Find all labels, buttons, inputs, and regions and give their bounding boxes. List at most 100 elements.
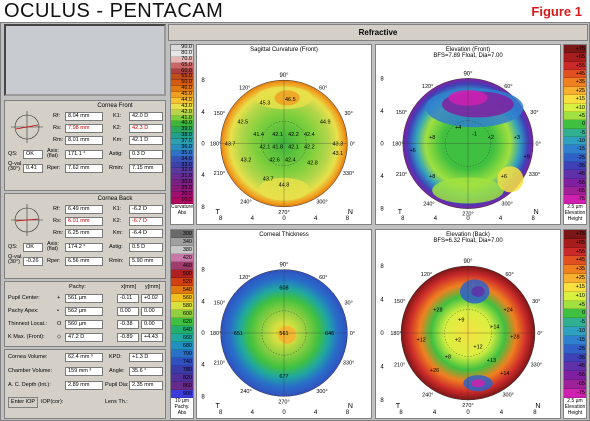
x-tick-label: 0 <box>282 410 286 416</box>
map-value-label: 677 <box>279 374 288 380</box>
scale-value: 45.0 <box>171 91 193 98</box>
angle-label-90: 90° <box>463 259 473 265</box>
x-col-header: x[mm] <box>121 284 136 290</box>
angle-label-120: 120° <box>239 275 250 281</box>
pachy-panel: Pachy: x[mm] y[mm] Pupil Center: +561 µm -… <box>4 281 166 347</box>
scale-value: 80.0 <box>171 50 193 57</box>
scale-value: 39.0 <box>171 126 193 134</box>
angle-label-210: 210° <box>394 362 405 368</box>
qs-label: QS: <box>8 151 18 157</box>
angle-label-0: 0° <box>350 142 355 148</box>
qs-field: OK <box>23 243 43 252</box>
map-value-label: 43.3 <box>332 142 343 148</box>
angle-label-0: 0° <box>536 142 541 148</box>
temporal-marker: T <box>215 403 220 410</box>
map-value-label: 43.2 <box>241 157 252 163</box>
map-value-label: 561 <box>279 331 288 337</box>
thickness-scale[interactable]: 300 340 380 420 460 500 520 540 560 580 600 620 640 6… <box>170 229 194 419</box>
k1-field: -6.2 D <box>129 205 163 214</box>
angle-label-150: 150° <box>214 300 225 306</box>
y-tick-label: 0 <box>380 142 384 148</box>
enter-iop-button[interactable]: Enter IOP <box>8 397 38 408</box>
cornea-volume-field: 62.4 mm ³ <box>65 353 103 362</box>
elevation-back-map[interactable]: Elevation (Back) BFS=6.32 Float, Dia=7.00… <box>375 229 561 419</box>
pachy-value-field: 562 µm <box>65 307 103 316</box>
x-tick-label: 4 <box>314 216 318 222</box>
elevation-front-scale[interactable]: +75 +65 +55 +45 +35 +25 +15 +10 +5 0 -5 -10 -15 -25 -3… <box>563 44 587 225</box>
tab-refractive[interactable]: Refractive <box>168 24 588 41</box>
nasal-marker: N <box>348 403 353 410</box>
x-tick-label: 4 <box>433 410 437 416</box>
map-value-label: 646 <box>325 331 334 337</box>
scale-value: 33.0 <box>171 162 193 169</box>
angle-label-180: 180° <box>390 331 401 337</box>
sagittal-curvature-map[interactable]: Sagittal Curvature (Front) 90° 120° 60° 150°… <box>196 44 372 225</box>
x-tick-label: 8 <box>219 216 223 222</box>
angle-label-0: 0° <box>537 331 542 337</box>
map-value-label: 43.7 <box>225 142 236 148</box>
scale-value: 41.0 <box>171 115 193 122</box>
astig-label: Astig: <box>109 151 123 157</box>
angle-label-90: 90° <box>463 71 473 77</box>
scale-value: 40.0 <box>171 120 193 128</box>
x-tick-label: 8 <box>346 410 350 416</box>
scale-value: -5 <box>564 128 586 137</box>
angle-label-330: 330° <box>531 362 542 368</box>
scale-value: -10 <box>564 136 586 146</box>
scale-caption: 2.5 µm <box>567 397 583 404</box>
angle-label-150: 150° <box>214 111 225 117</box>
km-label: Km: <box>113 137 123 143</box>
iop-cor-label: IOP(cor): <box>41 399 64 405</box>
pachy-row-label: Pachy Apex: <box>8 308 39 314</box>
x-tick-label: 4 <box>251 410 255 416</box>
scale-value: 600 <box>171 310 193 318</box>
map-title: Elevation (Back) <box>446 232 490 238</box>
angle-label-270: 270° <box>278 210 289 216</box>
rf-label: Rf: <box>53 206 61 212</box>
map-value-label: 42.1 <box>288 145 299 151</box>
scale-value: +45 <box>564 70 586 79</box>
k1-label: K1: <box>113 206 122 212</box>
map-value-label: 44.8 <box>279 183 290 189</box>
scale-value: +25 <box>564 86 586 96</box>
map-value-label: +2 <box>455 338 461 344</box>
scale-value: 900 <box>171 390 193 398</box>
elevation-back-scale[interactable]: +75 +65 +55 +45 +35 +25 +15 +10 +5 0 -5 -10 -15 -25 -3… <box>563 229 587 419</box>
map-value-label: +28 <box>433 308 442 314</box>
scale-value: 65.0 <box>171 62 193 69</box>
map-value-label: +6 <box>501 174 507 180</box>
angle-label-180: 180° <box>210 331 221 337</box>
scale-value: 34.0 <box>171 156 193 163</box>
map-value-label: +26 <box>430 368 439 374</box>
k2-field: 42.3 D <box>129 124 163 133</box>
elevation-front-map[interactable]: Elevation (Front) BFS=7.89 Float, Dia=7.0… <box>375 44 561 225</box>
scale-caption: Abs <box>177 410 187 416</box>
pachy-row-label: Pupil Center: <box>8 295 40 301</box>
rs-field: 6.01 mm <box>65 217 103 226</box>
rper-label: Rper: <box>47 258 61 264</box>
map-value-label: 42.6 <box>269 157 280 163</box>
scale-value: -45 <box>564 362 586 372</box>
rs-label: Rs: <box>53 125 62 131</box>
curvature-scale[interactable]: 90.0 80.0 70.0 65.0 60.0 55.0 50.0 46.0 45.0 44.0… <box>170 44 194 225</box>
scale-value: -35 <box>564 353 586 363</box>
x-coordinate-field: -0.38 <box>117 320 139 329</box>
map-value-label: +12 <box>416 338 425 344</box>
lens-th-label: Lens Th.: <box>105 399 128 405</box>
scheimpflug-preview[interactable] <box>4 24 166 96</box>
scale-caption: Abs <box>177 209 187 216</box>
map-value-label: +13 <box>487 358 496 364</box>
scale-value: 50.0 <box>171 79 193 87</box>
map-title: Sagittal Curvature (Front) <box>250 47 318 53</box>
angle-label-30: 30° <box>344 111 352 117</box>
angle-label-0: 0° <box>350 331 355 337</box>
scale-value: 60.0 <box>171 68 193 75</box>
scale-value: 540 <box>171 286 193 294</box>
y-tick-label: 4 <box>201 363 205 369</box>
scale-value: -75 <box>564 388 586 398</box>
x-tick-label: 4 <box>314 410 318 416</box>
y-tick-label: 8 <box>380 207 384 213</box>
scale-value: -25 <box>564 344 586 354</box>
scale-value: 560 <box>171 294 193 302</box>
corneal-thickness-map[interactable]: Corneal Thickness 90° 120° 60° 150° 30° 180° 0°… <box>196 229 372 419</box>
